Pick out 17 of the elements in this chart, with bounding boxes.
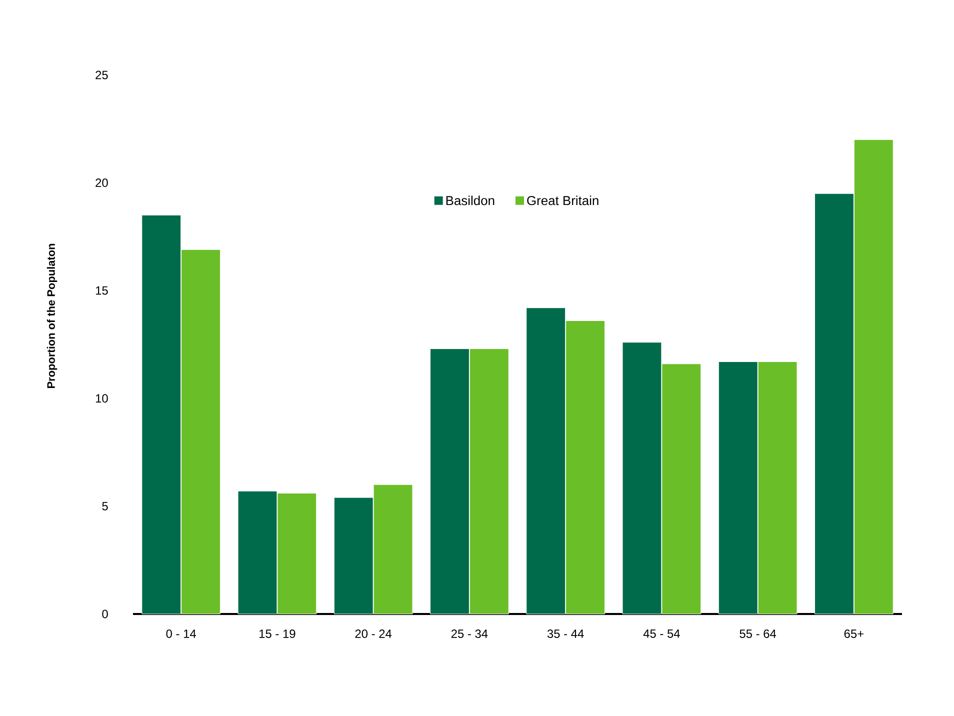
x-tick-label: 35 - 44 (547, 630, 584, 638)
x-tick-label: 45 - 54 (643, 630, 680, 638)
x-tick-label: 15 - 19 (259, 630, 296, 638)
y-tick-label: 20 (96, 178, 108, 188)
y-tick-label: 15 (96, 286, 108, 295)
x-tick-label: 25 - 34 (451, 630, 488, 638)
y-tick-label: 25 (96, 70, 108, 80)
legend-label: Basildon (446, 196, 494, 206)
x-tick-label: 55 - 64 (740, 630, 776, 638)
y-tick-label: 0 (102, 610, 108, 618)
y-tick-label: 10 (96, 394, 108, 403)
x-tick-label: 0 - 14 (166, 630, 196, 638)
y-axis-title: Proportion of the Populaton (46, 244, 58, 388)
y-tick-label: 5 (102, 502, 108, 510)
x-tick-label: 20 - 24 (355, 630, 392, 638)
x-tick-label: 65+ (844, 630, 864, 638)
legend-label: Great Britain (527, 196, 598, 206)
